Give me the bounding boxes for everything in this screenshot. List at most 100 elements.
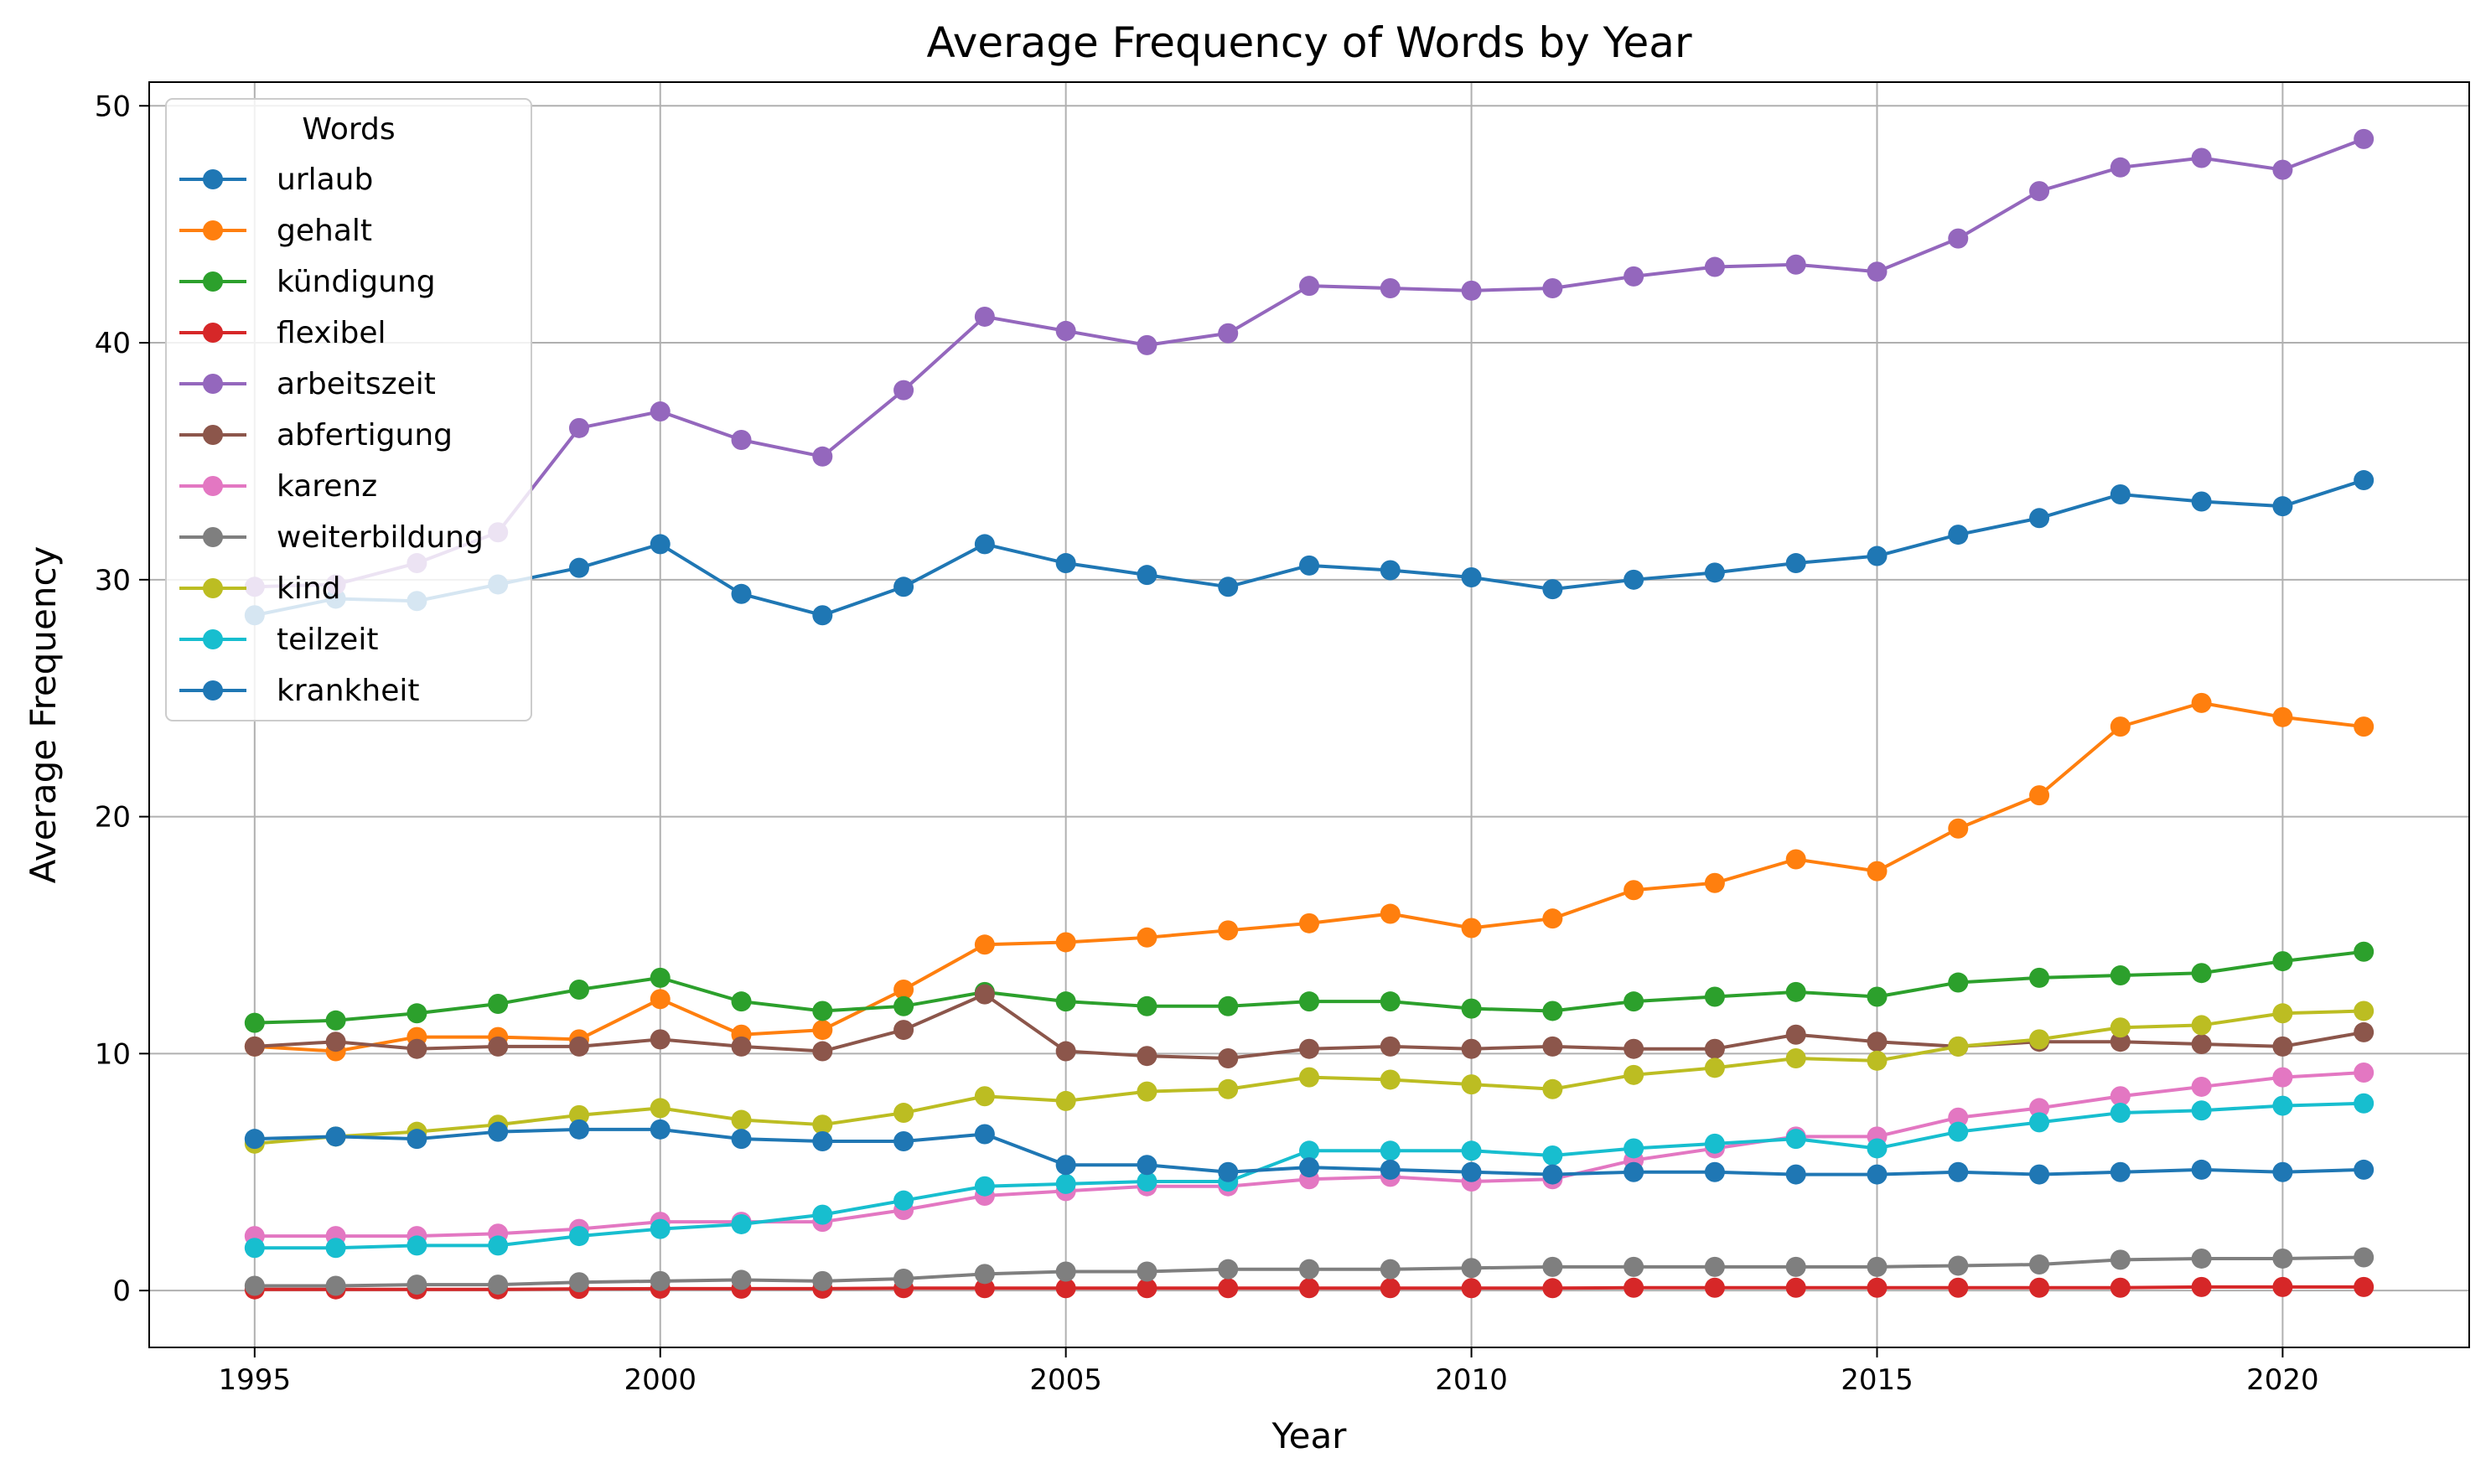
data-point-urlaub — [2272, 496, 2293, 517]
data-point-krankheit — [1948, 1161, 1969, 1182]
data-point-teilzeit — [812, 1204, 833, 1225]
data-point-karenz — [1948, 1107, 1969, 1128]
data-point-gehalt — [2272, 706, 2293, 727]
data-point-krankheit — [2354, 1159, 2374, 1180]
y-axis-label: Average Frequency — [23, 546, 64, 884]
data-point-krankheit — [812, 1130, 833, 1151]
data-point-kind — [1461, 1074, 1482, 1095]
data-point-weiterbildung — [1218, 1259, 1239, 1280]
data-point-gehalt — [893, 980, 914, 1001]
data-point-kündigung — [488, 993, 509, 1014]
data-point-krankheit — [2191, 1159, 2212, 1180]
axis-ticks: 1995 2000 2005 2010 2015 2020 0 10 20 30 40 50 — [95, 90, 2319, 1397]
data-point-abfertigung — [568, 1036, 589, 1057]
data-point-teilzeit — [2110, 1103, 2131, 1124]
data-point-flexibel — [1137, 1278, 1157, 1299]
data-point-kündigung — [1218, 995, 1239, 1016]
legend-marker-flexibel — [203, 323, 223, 343]
data-point-teilzeit — [488, 1235, 509, 1256]
data-point-kind — [1948, 1036, 1969, 1057]
data-point-abfertigung — [1299, 1038, 1319, 1059]
data-point-urlaub — [1948, 525, 1969, 546]
data-point-abfertigung — [1137, 1046, 1157, 1067]
data-point-abfertigung — [244, 1036, 265, 1057]
legend-label-abfertigung: abfertigung — [277, 418, 453, 452]
data-point-abfertigung — [2110, 1032, 2131, 1052]
data-point-flexibel — [2272, 1276, 2293, 1297]
data-point-urlaub — [1542, 579, 1563, 600]
data-point-flexibel — [1704, 1277, 1725, 1298]
data-point-gehalt — [1542, 908, 1563, 929]
data-point-abfertigung — [1380, 1036, 1401, 1057]
data-point-gehalt — [1380, 903, 1401, 924]
data-point-weiterbildung — [325, 1275, 346, 1296]
data-point-teilzeit — [974, 1176, 995, 1197]
series-teilzeit — [244, 1093, 2374, 1259]
data-point-teilzeit — [325, 1238, 346, 1259]
data-point-karenz — [2029, 1098, 2050, 1119]
data-point-urlaub — [893, 577, 914, 597]
data-point-teilzeit — [2354, 1093, 2374, 1114]
data-point-teilzeit — [1704, 1133, 1725, 1154]
data-point-teilzeit — [1785, 1129, 1806, 1150]
data-point-arbeitszeit — [1785, 254, 1806, 275]
data-point-krankheit — [731, 1129, 752, 1150]
data-point-arbeitszeit — [2110, 157, 2131, 178]
data-point-kündigung — [1461, 998, 1482, 1019]
data-point-weiterbildung — [407, 1275, 427, 1295]
data-point-arbeitszeit — [1137, 334, 1157, 355]
data-point-arbeitszeit — [568, 417, 589, 438]
data-point-teilzeit — [407, 1235, 427, 1256]
data-point-kündigung — [1785, 981, 1806, 1002]
data-point-kind — [2354, 1001, 2374, 1021]
x-tick-label: 2015 — [1841, 1363, 1914, 1397]
data-point-urlaub — [1380, 560, 1401, 581]
y-tick-label: 20 — [95, 801, 131, 835]
data-point-kündigung — [1055, 991, 1076, 1012]
data-point-krankheit — [1137, 1155, 1157, 1176]
data-point-kündigung — [650, 967, 671, 988]
data-point-flexibel — [2191, 1276, 2212, 1297]
data-point-flexibel — [1299, 1278, 1319, 1299]
legend-marker-kündigung — [203, 271, 223, 292]
data-point-abfertigung — [1461, 1038, 1482, 1059]
data-point-weiterbildung — [1948, 1255, 1969, 1276]
data-point-teilzeit — [893, 1190, 914, 1211]
data-point-abfertigung — [1542, 1036, 1563, 1057]
data-point-flexibel — [1948, 1277, 1969, 1298]
data-point-abfertigung — [731, 1036, 752, 1057]
data-point-arbeitszeit — [2191, 147, 2212, 168]
data-point-weiterbildung — [2110, 1249, 2131, 1270]
data-point-weiterbildung — [1624, 1256, 1644, 1277]
data-point-weiterbildung — [2354, 1247, 2374, 1268]
data-point-krankheit — [974, 1124, 995, 1145]
series-urlaub — [244, 470, 2374, 626]
data-point-kind — [1380, 1069, 1401, 1090]
data-point-weiterbildung — [1380, 1259, 1401, 1280]
data-point-arbeitszeit — [974, 306, 995, 327]
data-point-weiterbildung — [731, 1269, 752, 1290]
legend-label-flexibel: flexibel — [277, 316, 386, 350]
legend-marker-abfertigung — [203, 425, 223, 445]
data-point-arbeitszeit — [1867, 261, 1888, 282]
data-point-gehalt — [1461, 918, 1482, 938]
data-point-flexibel — [1380, 1278, 1401, 1299]
data-point-karenz — [2110, 1086, 2131, 1107]
data-point-krankheit — [568, 1119, 589, 1140]
data-point-kind — [1624, 1064, 1644, 1085]
legend: Words urlaub gehalt kündigung flexibel arbei… — [165, 98, 532, 721]
data-point-kündigung — [2029, 967, 2050, 988]
data-point-kündigung — [568, 980, 589, 1001]
y-tick-label: 40 — [95, 327, 131, 360]
data-point-krankheit — [893, 1130, 914, 1151]
data-point-krankheit — [244, 1129, 265, 1150]
data-point-arbeitszeit — [2354, 128, 2374, 149]
data-point-kündigung — [1380, 991, 1401, 1012]
legend-label-weiterbildung: weiterbildung — [277, 520, 484, 555]
data-point-krankheit — [1624, 1161, 1644, 1182]
data-point-abfertigung — [974, 984, 995, 1005]
legend-label-karenz: karenz — [277, 469, 377, 504]
data-point-kind — [1299, 1067, 1319, 1088]
data-point-urlaub — [2110, 484, 2131, 505]
